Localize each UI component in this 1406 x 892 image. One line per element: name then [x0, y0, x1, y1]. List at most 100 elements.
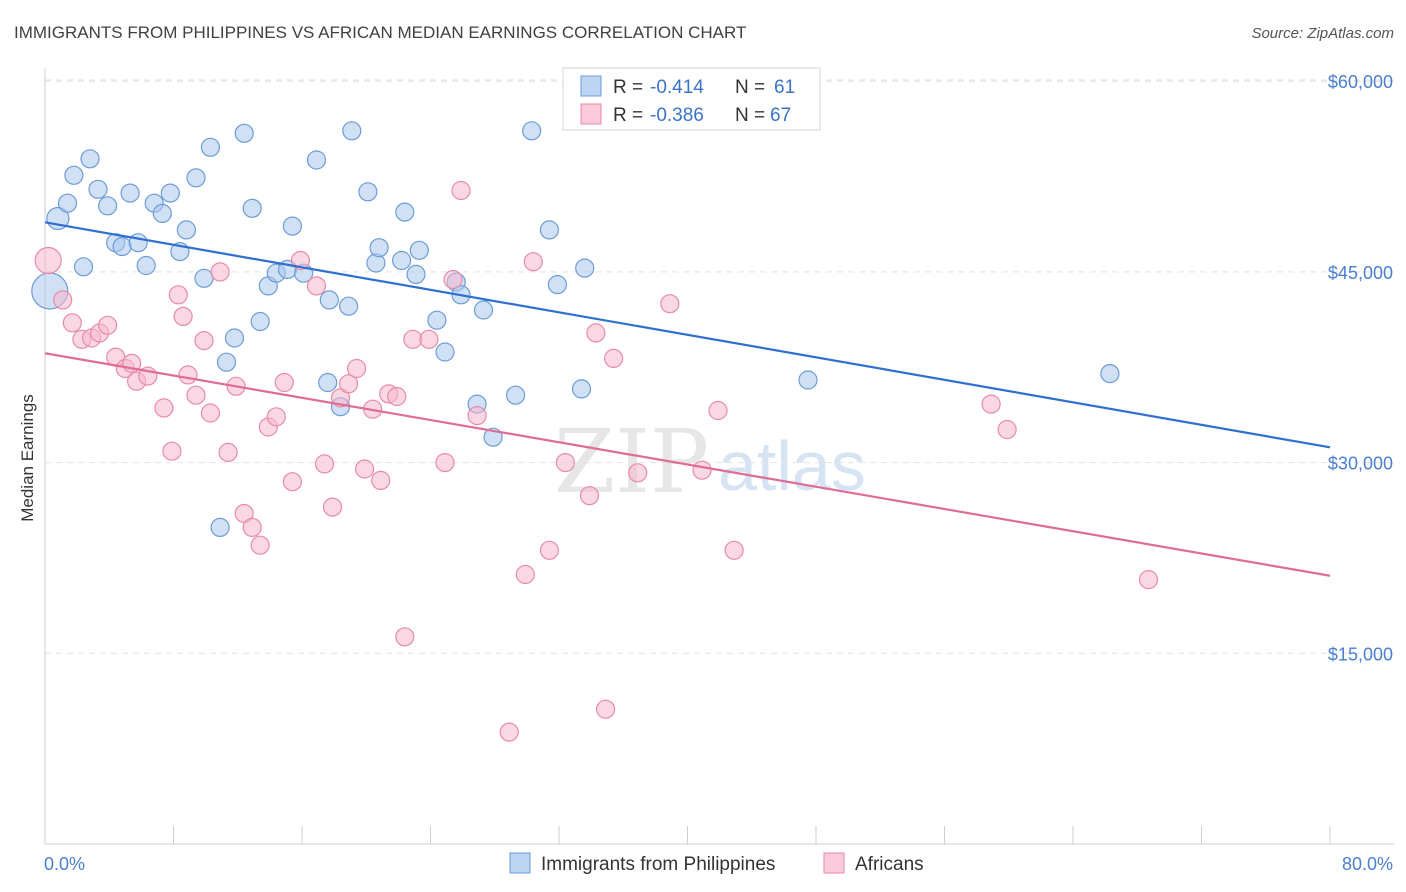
point-africans — [282, 472, 302, 492]
point-africans — [451, 180, 471, 201]
point-philippines — [224, 328, 245, 348]
point-philippines — [97, 196, 118, 216]
point-africans — [1138, 569, 1159, 590]
stats-legend-frame — [562, 67, 821, 131]
gridlines — [45, 79, 1394, 654]
y-tick-label: $15,000 — [1328, 644, 1393, 664]
stats-swatch-africans — [580, 103, 602, 125]
point-africans — [218, 442, 238, 462]
point-philippines — [194, 268, 214, 288]
point-philippines — [505, 385, 526, 405]
point-philippines — [318, 372, 338, 393]
point-africans — [339, 374, 359, 394]
legend-swatch-philippines — [509, 852, 531, 874]
point-philippines — [128, 233, 148, 253]
point-philippines — [152, 203, 172, 223]
point-philippines — [282, 216, 302, 236]
point-africans — [250, 535, 270, 555]
point-philippines — [80, 149, 100, 169]
trend-line-philippines — [44, 221, 1331, 449]
point-africans — [395, 627, 415, 647]
point-africans — [178, 365, 198, 385]
point-africans — [586, 323, 606, 343]
stats-r-label-1: R = — [613, 77, 643, 98]
point-africans — [97, 315, 118, 335]
point-africans — [419, 329, 439, 349]
point-philippines — [186, 168, 206, 188]
point-philippines — [342, 121, 362, 141]
point-africans — [692, 460, 712, 480]
trend-line-africans — [44, 352, 1331, 577]
point-africans — [210, 262, 230, 282]
trend-lines — [44, 221, 1331, 577]
point-africans — [347, 358, 367, 379]
stats-legend: R = -0.414 N = 61 R = -0.386 N = 67 — [562, 67, 821, 131]
point-africans — [435, 453, 455, 473]
point-philippines — [319, 290, 339, 310]
point-africans — [355, 459, 375, 479]
stats-n-label-1: N = — [735, 77, 765, 98]
point-africans — [306, 276, 327, 296]
point-africans — [387, 386, 407, 407]
point-africans — [242, 517, 262, 538]
point-africans — [162, 441, 182, 461]
point-africans — [266, 407, 286, 427]
point-philippines — [88, 179, 108, 199]
axes — [44, 68, 1394, 845]
legend-label-africans: Africans — [855, 854, 924, 875]
point-africans — [403, 329, 423, 349]
point-philippines — [358, 182, 378, 202]
point-africans — [539, 540, 560, 560]
stats-swatch-philippines — [580, 75, 602, 97]
x-tick-label: 80.0% — [1342, 854, 1393, 874]
point-philippines — [406, 264, 426, 284]
point-africans — [154, 398, 174, 418]
point-africans — [53, 290, 73, 310]
series-legend: Immigrants from Philippines Africans — [509, 852, 924, 875]
point-philippines — [369, 238, 389, 258]
point-africans — [34, 246, 62, 275]
y-tick-label: $45,000 — [1328, 263, 1393, 283]
point-philippines — [216, 352, 237, 372]
point-africans — [997, 419, 1017, 440]
watermark-zip: ZIP — [554, 410, 709, 513]
point-philippines — [435, 342, 455, 362]
stats-r-value-1: -0.414 — [650, 77, 704, 98]
point-africans — [62, 313, 82, 333]
point-philippines — [57, 193, 78, 213]
stats-r-label-2: R = — [613, 105, 643, 126]
stats-n-value-1: 61 — [774, 77, 795, 98]
point-philippines — [409, 240, 429, 260]
stats-r-value-2: -0.386 — [650, 105, 704, 126]
point-philippines — [392, 250, 412, 271]
legend-label-philippines: Immigrants from Philippines — [541, 854, 775, 875]
y-tick-labels: $15,000 $30,000 $45,000 $60,000 — [1328, 72, 1393, 664]
point-africans — [371, 470, 391, 490]
point-philippines — [136, 255, 156, 276]
point-philippines — [200, 137, 220, 157]
source-credit: Source: ZipAtlas.com — [1251, 25, 1394, 42]
point-africans — [523, 252, 543, 272]
point-philippines — [473, 300, 494, 320]
point-africans — [290, 250, 310, 271]
point-africans — [499, 722, 519, 742]
point-africans — [194, 331, 214, 351]
point-philippines — [234, 123, 254, 143]
chart-title: IMMIGRANTS FROM PHILIPPINES VS AFRICAN M… — [14, 23, 746, 42]
point-philippines — [306, 150, 327, 170]
point-africans — [200, 403, 220, 423]
point-philippines — [539, 220, 560, 240]
point-africans — [660, 294, 680, 314]
point-africans — [186, 385, 206, 405]
x-tick-label: 0.0% — [44, 854, 85, 874]
point-philippines — [64, 165, 84, 185]
data-points — [31, 121, 1159, 742]
y-axis-label: Median Earnings — [18, 394, 37, 522]
point-philippines — [210, 517, 230, 538]
point-africans — [274, 372, 294, 393]
point-philippines — [547, 275, 568, 295]
point-philippines — [112, 236, 132, 257]
point-africans — [628, 463, 648, 483]
point-africans — [443, 269, 463, 290]
